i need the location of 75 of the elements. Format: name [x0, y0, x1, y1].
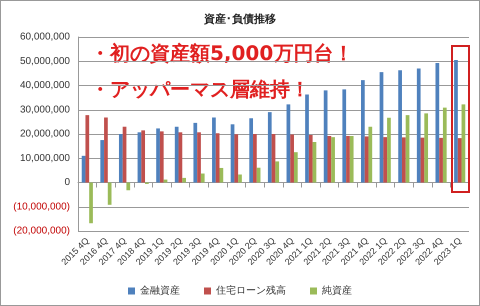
bar: [308, 134, 313, 182]
bar: [89, 182, 93, 224]
y-tick-label: (20,000,000): [13, 226, 70, 236]
bar: [462, 104, 466, 182]
bar: [108, 182, 112, 205]
bar: [275, 161, 280, 182]
y-tick-label: 0: [64, 177, 70, 188]
bar: [439, 138, 443, 182]
bar: [458, 138, 462, 182]
bar: [126, 182, 130, 190]
bar: [327, 136, 332, 182]
bar: [220, 168, 224, 182]
bar: [424, 113, 428, 182]
legend-label: 金融資産: [140, 284, 180, 296]
bar: [85, 115, 90, 182]
bar: [141, 130, 146, 182]
bar: [212, 118, 216, 182]
bar: [200, 174, 205, 182]
bar: [249, 118, 254, 182]
y-tick-label: 10,000,000: [20, 152, 70, 164]
bar: [402, 137, 406, 182]
bar: [104, 118, 108, 182]
bar: [442, 108, 447, 182]
bar: [420, 138, 424, 182]
legend-label: 純資産: [322, 284, 352, 296]
bar: [197, 132, 201, 182]
bar: [294, 152, 298, 182]
bar: [350, 136, 354, 182]
bar: [234, 134, 238, 182]
legend-label: 住宅ローン残高: [216, 284, 286, 296]
bar: [368, 126, 372, 182]
bar: [100, 140, 104, 182]
bar: [312, 142, 316, 182]
bar: [435, 62, 440, 182]
bar: [230, 124, 234, 182]
bar: [256, 168, 260, 182]
bar: [361, 80, 365, 182]
bar: [383, 137, 388, 182]
bar: [324, 90, 328, 182]
y-tick-label: 30,000,000: [20, 104, 70, 116]
y-tick-label: 20,000,000: [20, 128, 70, 140]
bar: [268, 112, 272, 182]
bar: [286, 104, 290, 182]
bar: [238, 174, 242, 182]
bar: [178, 132, 182, 182]
bar: [138, 132, 142, 182]
bar: [193, 122, 198, 182]
bar: [182, 178, 186, 182]
bar: [454, 60, 458, 182]
y-tick-label: (10,000,000): [13, 201, 70, 212]
bar: [272, 134, 276, 182]
bar: [346, 136, 350, 182]
bar: [305, 94, 309, 182]
y-tick-label: 60,000,000: [20, 32, 70, 42]
y-tick-label: 50,000,000: [20, 56, 70, 67]
chart-title: 資産･負債推移: [203, 12, 276, 26]
bar: [416, 68, 421, 182]
bar: [216, 133, 220, 182]
bar: [342, 89, 346, 182]
bar: [164, 180, 168, 182]
bar: [380, 72, 384, 182]
bar: [156, 128, 160, 182]
bar: [290, 134, 294, 182]
bar: [82, 156, 86, 182]
bar: [331, 137, 335, 182]
bar: [160, 131, 164, 182]
bar: [398, 70, 402, 182]
bar: [387, 118, 391, 182]
bar: [406, 115, 410, 182]
y-tick-label: 40,000,000: [20, 80, 70, 91]
bar: [122, 126, 126, 182]
bar: [118, 134, 123, 182]
bar: [253, 134, 257, 182]
bar: [174, 126, 179, 182]
bar: [364, 136, 368, 182]
